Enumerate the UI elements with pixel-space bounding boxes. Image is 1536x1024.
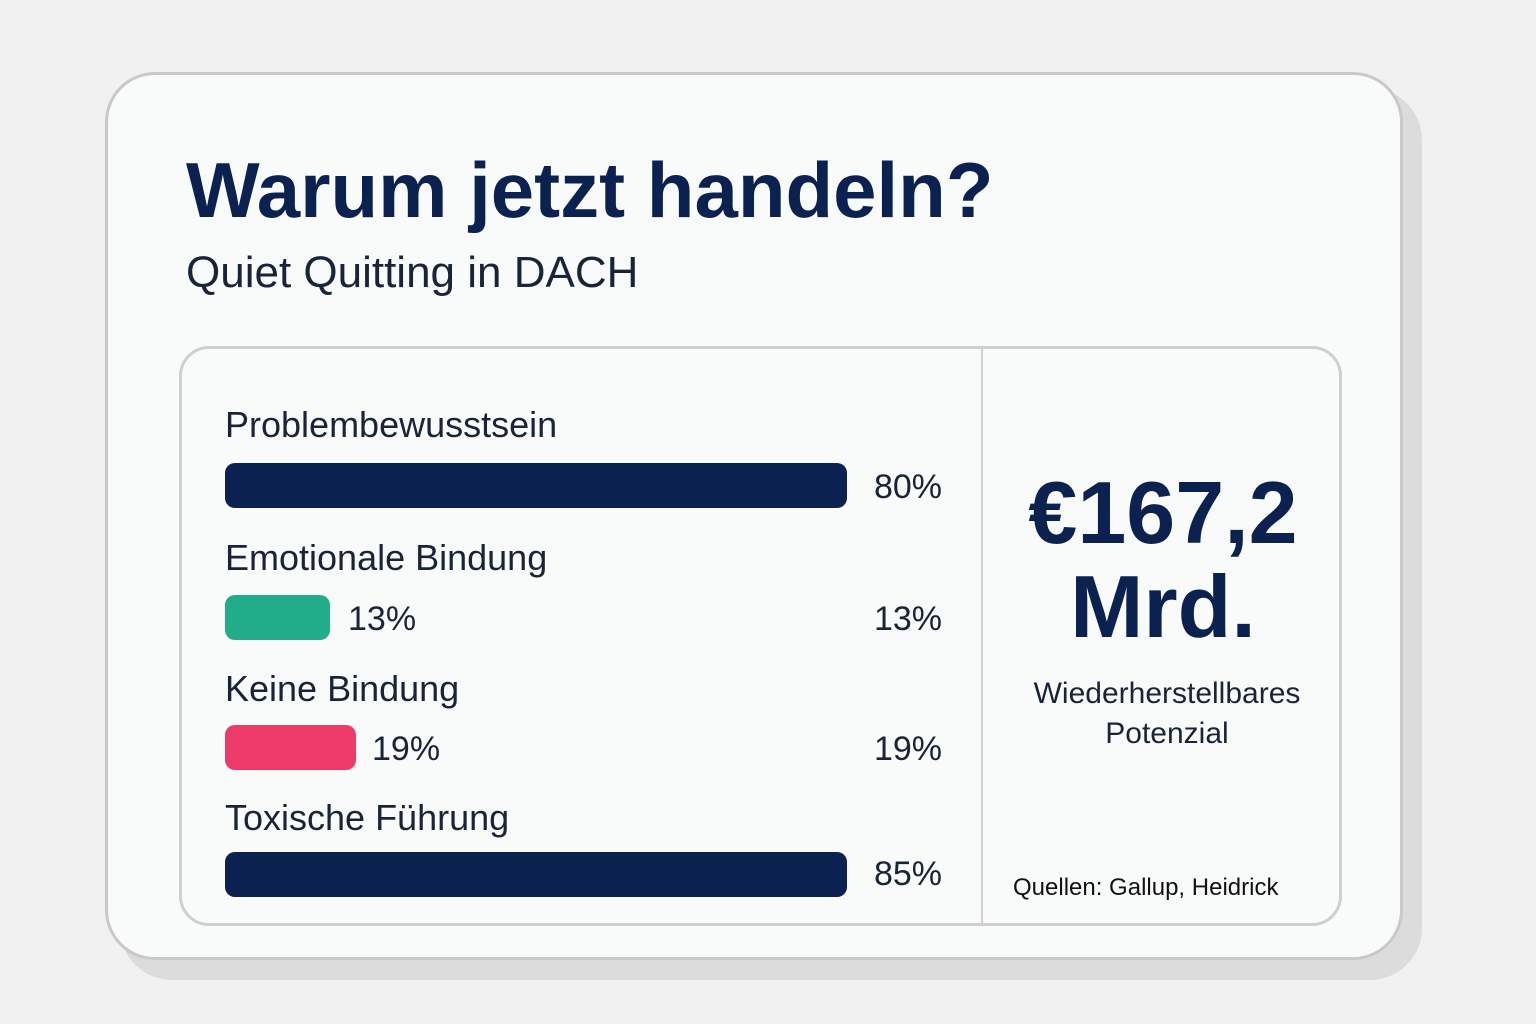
page-title: Warum jetzt handeln? [186, 146, 994, 234]
potential-amount-unit: Mrd. [1070, 557, 1256, 656]
bar-value-toxische-fuehrung: 85% [873, 855, 942, 893]
bar-emotionale-bindung [225, 595, 330, 640]
bar-label-problembewusstsein: Problembewusstsein [225, 404, 558, 445]
bar-inline-value-emotionale-bindung: 13% [348, 600, 417, 638]
potential-caption: Wiederherstellbares Potenzial [985, 674, 1349, 754]
potential-caption-line1: Wiederherstellbares [1033, 677, 1301, 710]
panel-divider [981, 348, 983, 924]
sources-note: Quellen: Gallup, Heidrick [1013, 874, 1279, 901]
bar-problembewusstsein [225, 463, 847, 508]
bar-value-keine-bindung: 19% [873, 730, 942, 768]
bar-inline-value-keine-bindung: 19% [372, 730, 441, 768]
page-subtitle: Quiet Quitting in DACH [186, 248, 639, 297]
bar-label-emotionale-bindung: Emotionale Bindung [225, 537, 548, 578]
potential-amount: €167,2 Mrd. [985, 466, 1341, 654]
bar-label-keine-bindung: Keine Bindung [225, 668, 460, 709]
bar-value-emotionale-bindung: 13% [873, 600, 942, 638]
potential-caption-line2: Potenzial [1105, 717, 1229, 750]
bar-label-toxische-fuehrung: Toxische Führung [225, 797, 510, 838]
bar-keine-bindung [225, 725, 356, 770]
chart-panel [179, 346, 1342, 926]
bar-toxische-fuehrung [225, 852, 847, 897]
bar-value-problembewusstsein: 80% [873, 468, 942, 506]
potential-amount-value: €167,2 [1028, 463, 1298, 562]
